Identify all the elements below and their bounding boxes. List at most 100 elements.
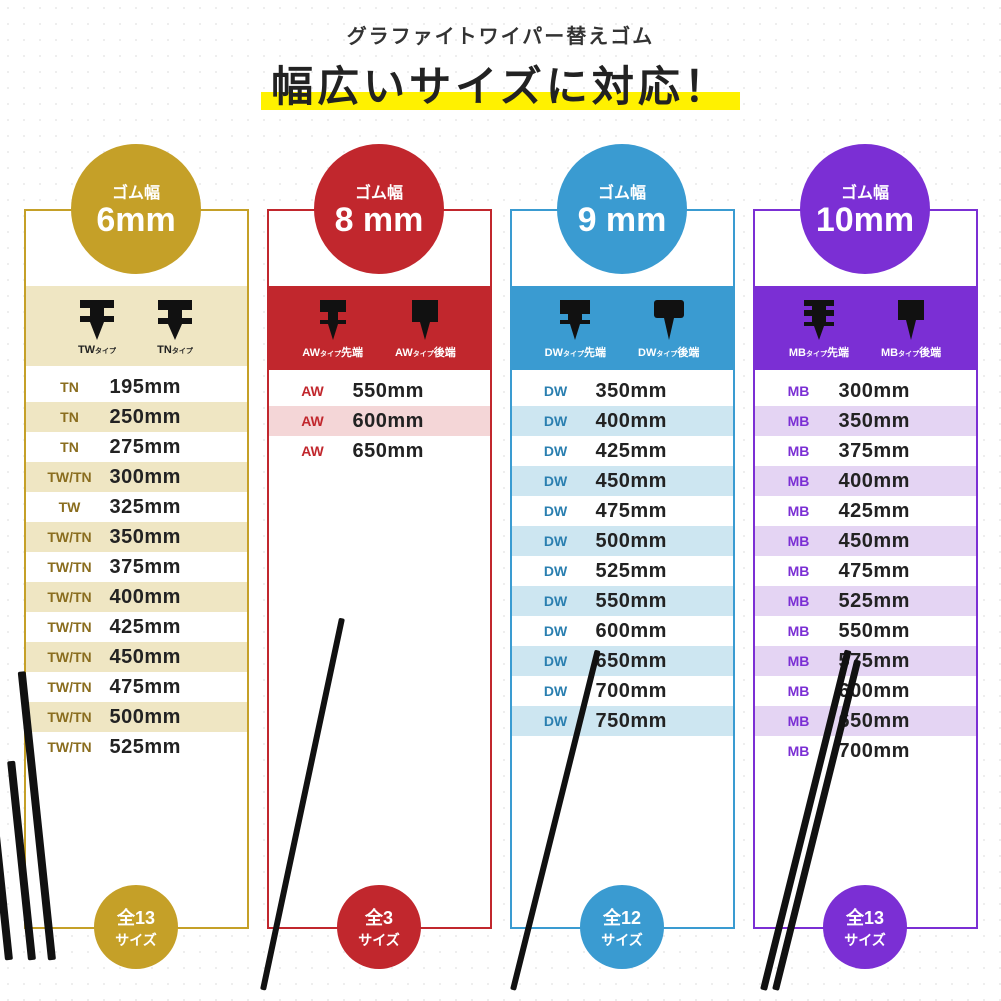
size-row: TN275mm bbox=[26, 432, 247, 462]
shape-label: MBタイプ先端 bbox=[789, 344, 849, 360]
row-code: DW bbox=[526, 563, 586, 579]
count-label: サイズ bbox=[601, 930, 643, 950]
title-wrap: 幅広いサイズに対応！ bbox=[271, 53, 730, 114]
row-size: 350mm bbox=[586, 380, 667, 403]
row-code: AW bbox=[283, 383, 343, 399]
size-row: DW400mm bbox=[512, 406, 733, 436]
size-row: MB450mm bbox=[755, 526, 976, 556]
size-row: MB700mm bbox=[755, 736, 976, 766]
size-list: MB300mmMB350mmMB375mmMB400mmMB425mmMB450… bbox=[755, 370, 976, 766]
row-size: 525mm bbox=[100, 736, 181, 759]
profile-shapes: AWタイプ先端 AWタイプ後端 bbox=[269, 290, 490, 364]
row-size: 600mm bbox=[343, 410, 424, 433]
panel: DWタイプ先端DWタイプ後端DW350mmDW400mmDW425mmDW450… bbox=[510, 209, 735, 929]
badge-size: 9 mm bbox=[578, 201, 667, 240]
width-badge: ゴム幅9 mm bbox=[557, 144, 687, 274]
row-code: AW bbox=[283, 413, 343, 429]
row-code: MB bbox=[769, 413, 829, 429]
count-badge: 全3サイズ bbox=[337, 885, 421, 969]
count-label: サイズ bbox=[115, 930, 157, 950]
count-number: 全13 bbox=[117, 904, 155, 930]
shape-label: DWタイプ後端 bbox=[638, 344, 699, 360]
count-badge: 全12サイズ bbox=[580, 885, 664, 969]
count-badge: 全13サイズ bbox=[823, 885, 907, 969]
row-code: MB bbox=[769, 653, 829, 669]
size-row: TW/TN300mm bbox=[26, 462, 247, 492]
shape-header: DWタイプ先端 DWタイプ後端 bbox=[512, 286, 733, 370]
size-row: TN195mm bbox=[26, 372, 247, 402]
row-size: 550mm bbox=[829, 620, 910, 643]
badge-label: ゴム幅 bbox=[841, 179, 889, 203]
profile-shape: MBタイプ先端 bbox=[789, 296, 849, 360]
row-code: MB bbox=[769, 473, 829, 489]
shape-label: AWタイプ先端 bbox=[302, 344, 363, 360]
row-code: DW bbox=[526, 593, 586, 609]
row-size: 350mm bbox=[829, 410, 910, 433]
size-row: DW475mm bbox=[512, 496, 733, 526]
row-code: MB bbox=[769, 623, 829, 639]
size-row: MB650mm bbox=[755, 706, 976, 736]
row-size: 475mm bbox=[100, 676, 181, 699]
row-size: 325mm bbox=[100, 496, 181, 519]
size-column: ゴム幅9 mmDWタイプ先端DWタイプ後端DW350mmDW400mmDW425… bbox=[510, 144, 735, 929]
size-column: ゴム幅6mmTWタイプTNタイプTN195mmTN250mmTN275mmTW/… bbox=[24, 144, 249, 929]
profile-shape: MBタイプ後端 bbox=[881, 296, 941, 360]
row-size: 475mm bbox=[829, 560, 910, 583]
row-code: TW/TN bbox=[40, 739, 100, 755]
row-size: 375mm bbox=[829, 440, 910, 463]
size-row: DW600mm bbox=[512, 616, 733, 646]
row-size: 525mm bbox=[586, 560, 667, 583]
size-row: MB425mm bbox=[755, 496, 976, 526]
profile-shape: DWタイプ先端 bbox=[545, 296, 606, 360]
panel: TWタイプTNタイプTN195mmTN250mmTN275mmTW/TN300m… bbox=[24, 209, 249, 929]
size-list: TN195mmTN250mmTN275mmTW/TN300mmTW325mmTW… bbox=[26, 366, 247, 762]
row-code: TW/TN bbox=[40, 649, 100, 665]
shape-label: AWタイプ後端 bbox=[395, 344, 456, 360]
row-code: AW bbox=[283, 443, 343, 459]
row-code: DW bbox=[526, 623, 586, 639]
row-size: 500mm bbox=[586, 530, 667, 553]
profile-shapes: MBタイプ先端 MBタイプ後端 bbox=[755, 290, 976, 364]
columns-container: ゴム幅6mmTWタイプTNタイプTN195mmTN250mmTN275mmTW/… bbox=[0, 144, 1001, 929]
count-badge: 全13サイズ bbox=[94, 885, 178, 969]
size-row: MB350mm bbox=[755, 406, 976, 436]
row-code: DW bbox=[526, 653, 586, 669]
row-code: TN bbox=[40, 409, 100, 425]
row-size: 350mm bbox=[100, 526, 181, 549]
row-code: DW bbox=[526, 383, 586, 399]
row-size: 375mm bbox=[100, 556, 181, 579]
size-row: MB525mm bbox=[755, 586, 976, 616]
row-code: TW bbox=[40, 499, 100, 515]
row-code: MB bbox=[769, 533, 829, 549]
size-row: AW550mm bbox=[269, 376, 490, 406]
row-code: MB bbox=[769, 593, 829, 609]
width-badge: ゴム幅8 mm bbox=[314, 144, 444, 274]
row-code: TW/TN bbox=[40, 529, 100, 545]
row-code: DW bbox=[526, 683, 586, 699]
row-size: 650mm bbox=[343, 440, 424, 463]
size-list: DW350mmDW400mmDW425mmDW450mmDW475mmDW500… bbox=[512, 370, 733, 736]
row-size: 300mm bbox=[829, 380, 910, 403]
size-row: DW500mm bbox=[512, 526, 733, 556]
size-row: AW600mm bbox=[269, 406, 490, 436]
size-column: ゴム幅10mmMBタイプ先端MBタイプ後端MB300mmMB350mmMB375… bbox=[753, 144, 978, 929]
profile-shape: TWタイプ bbox=[74, 296, 120, 356]
size-row: DW650mm bbox=[512, 646, 733, 676]
row-code: MB bbox=[769, 383, 829, 399]
size-row: TW325mm bbox=[26, 492, 247, 522]
row-size: 425mm bbox=[586, 440, 667, 463]
size-row: TW/TN475mm bbox=[26, 672, 247, 702]
size-row: DW450mm bbox=[512, 466, 733, 496]
profile-shape: TNタイプ bbox=[152, 296, 198, 356]
shape-label: TWタイプ bbox=[78, 344, 116, 356]
shape-header: AWタイプ先端 AWタイプ後端 bbox=[269, 286, 490, 370]
badge-size: 6mm bbox=[96, 201, 175, 240]
profile-shape: AWタイプ先端 bbox=[302, 296, 363, 360]
width-badge: ゴム幅10mm bbox=[800, 144, 930, 274]
row-size: 400mm bbox=[586, 410, 667, 433]
shape-header: TWタイプ TNタイプ bbox=[26, 286, 247, 366]
row-size: 550mm bbox=[586, 590, 667, 613]
header: グラファイトワイパー替えゴム 幅広いサイズに対応！ bbox=[0, 0, 1001, 114]
badge-label: ゴム幅 bbox=[112, 179, 160, 203]
row-size: 750mm bbox=[586, 710, 667, 733]
